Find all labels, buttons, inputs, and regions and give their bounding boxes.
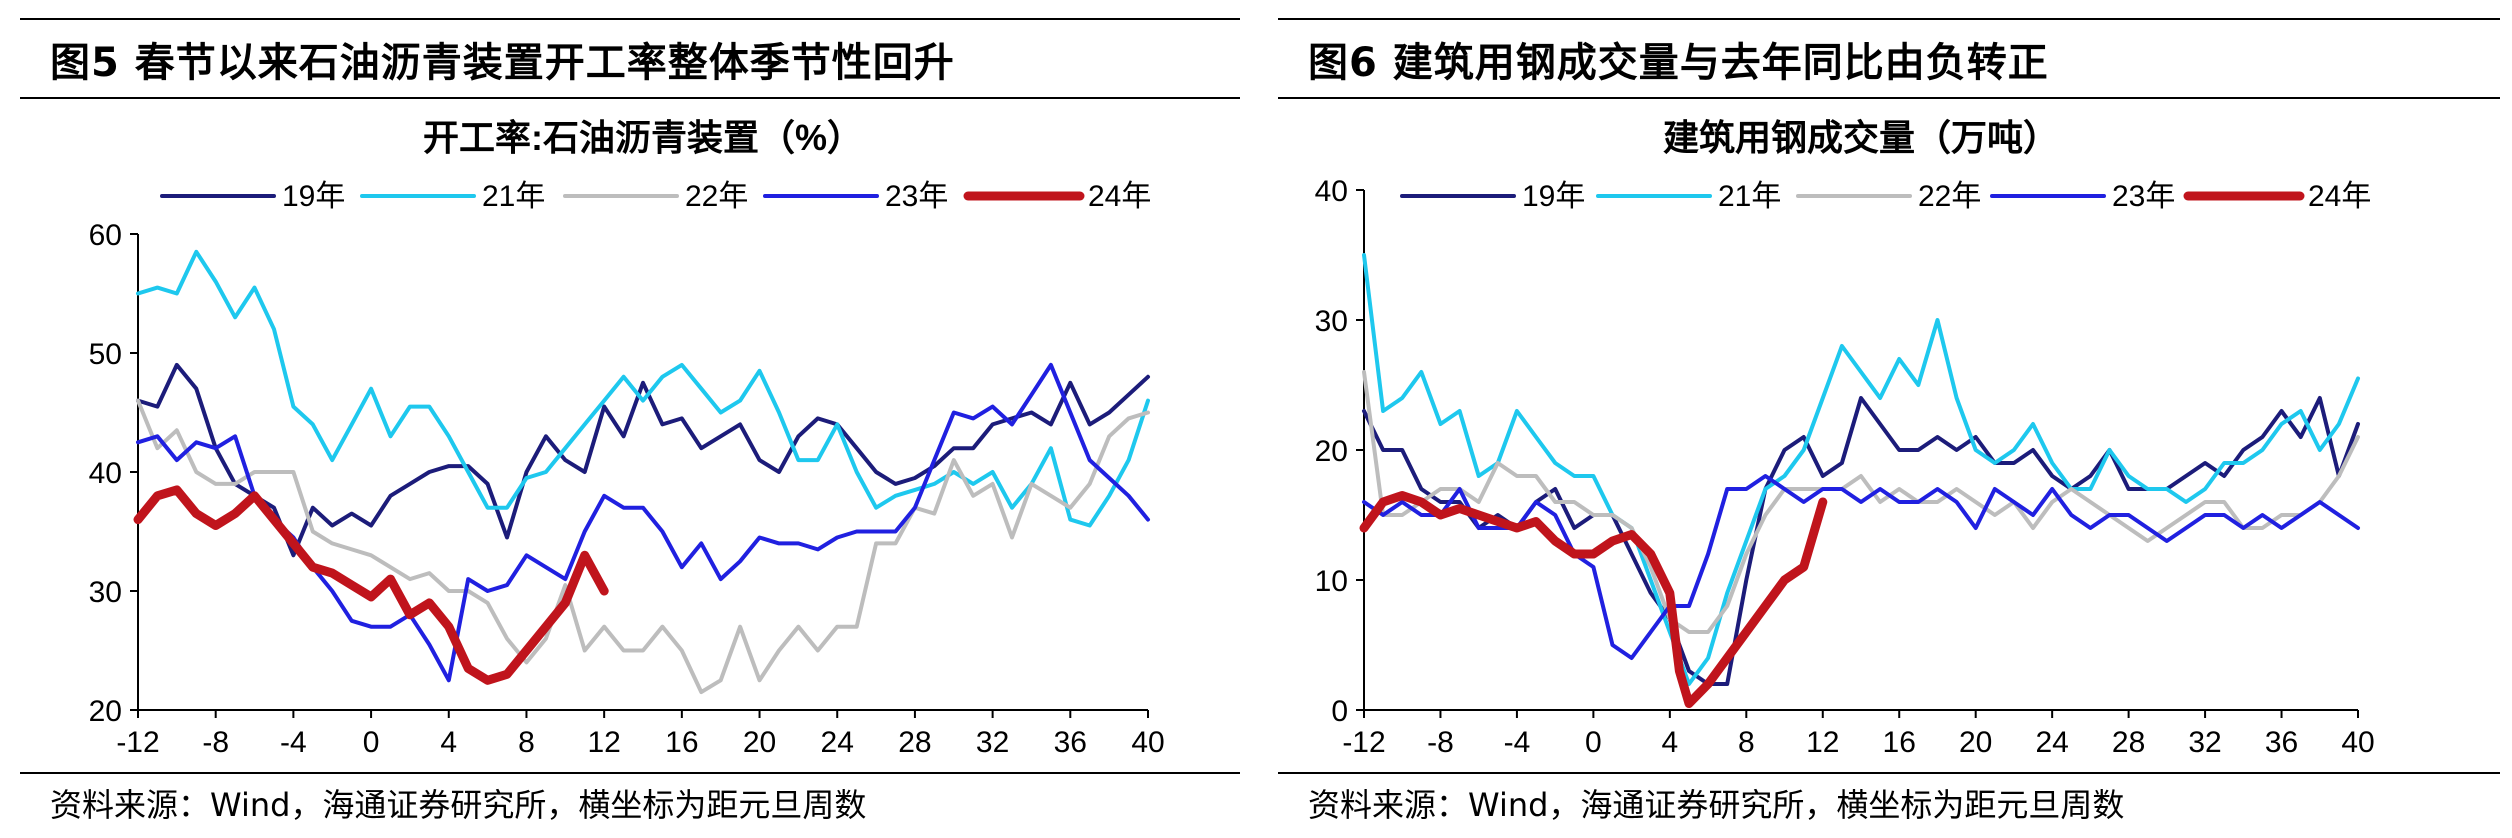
x-tick-label: 12 xyxy=(1806,726,1839,759)
y-tick-label: 60 xyxy=(89,219,122,252)
source-note: 资料来源：Wind，海通证券研究所，横坐标为距元旦周数 xyxy=(50,786,867,824)
series-line-23年 xyxy=(136,362,1150,683)
legend-label: 19年 xyxy=(282,180,345,213)
x-tick-label: 36 xyxy=(2265,726,2298,759)
source-note: 资料来源：Wind，海通证券研究所，横坐标为距元旦周数 xyxy=(1308,786,2125,824)
x-tick-label: 8 xyxy=(1738,726,1755,759)
x-tick-label: 24 xyxy=(2035,726,2068,759)
legend-label: 22年 xyxy=(1918,180,1981,213)
x-tick-label: 4 xyxy=(440,726,457,759)
x-tick-label: -12 xyxy=(116,726,159,759)
x-tick-label: 40 xyxy=(2341,726,2374,759)
x-tick-label: 24 xyxy=(821,726,854,759)
x-tick-label: 32 xyxy=(976,726,1009,759)
y-tick-label: 40 xyxy=(89,457,122,490)
chart-figure-6: 建筑用钢成交量（万吨） 0 10 20 30 40 -12 -8 -4 0 4 8 12 16 20 24 28… xyxy=(1315,117,2375,759)
x-tick-label: 32 xyxy=(2188,726,2221,759)
legend-label: 22年 xyxy=(685,180,748,213)
x-tick-label: 20 xyxy=(743,726,776,759)
x-tick-label: -4 xyxy=(280,726,307,759)
x-tick-label: 0 xyxy=(1585,726,1602,759)
top-rule xyxy=(20,18,1240,20)
x-tick-label: 36 xyxy=(1054,726,1087,759)
figure-5-panel: 图5 春节以来石油沥青装置开工率整体季节性回升 开工率:石油沥青装置（%） 20 3… xyxy=(20,0,1240,838)
x-tick-label: 16 xyxy=(665,726,698,759)
legend-label: 21年 xyxy=(482,180,545,213)
bottom-rule xyxy=(20,772,1240,774)
y-tick-label: 0 xyxy=(1331,695,1348,728)
legend-label: 24年 xyxy=(2308,180,2371,213)
title-rule xyxy=(1278,97,2500,99)
legend-label: 23年 xyxy=(2112,180,2175,213)
y-tick-label: 10 xyxy=(1315,565,1348,598)
x-tick-label: 28 xyxy=(2112,726,2145,759)
y-tick-label: 30 xyxy=(89,576,122,609)
x-tick-label: 40 xyxy=(1131,726,1164,759)
series-line-21年 xyxy=(1362,253,2360,686)
x-tick-label: -12 xyxy=(1342,726,1385,759)
x-tick-label: 4 xyxy=(1662,726,1679,759)
series-line-22年 xyxy=(1362,370,2360,634)
chart-title: 开工率:石油沥青装置（%） xyxy=(423,117,863,158)
chart-title: 建筑用钢成交量（万吨） xyxy=(1663,117,2059,158)
series-line-23年 xyxy=(1362,474,2360,660)
series-line-19年 xyxy=(136,362,1150,558)
figure-title: 图6 建筑用钢成交量与去年同比由负转正 xyxy=(1308,40,2049,86)
series-line-24年 xyxy=(133,485,609,685)
x-tick-label: 20 xyxy=(1959,726,1992,759)
legend-label: 23年 xyxy=(885,180,948,213)
series-line-21年 xyxy=(136,249,1150,528)
title-rule xyxy=(20,97,1240,99)
y-tick-label: 20 xyxy=(89,695,122,728)
x-tick-label: 0 xyxy=(363,726,380,759)
y-tick-label: 20 xyxy=(1315,435,1348,468)
legend-label: 24年 xyxy=(1088,180,1151,213)
x-tick-label: 28 xyxy=(898,726,931,759)
bottom-rule xyxy=(1278,772,2500,774)
figure-6-panel: 图6 建筑用钢成交量与去年同比由负转正 建筑用钢成交量（万吨） 0 10 20 30 40… xyxy=(1278,0,2500,838)
series-line-24年 xyxy=(1359,491,1828,708)
x-tick-label: 16 xyxy=(1883,726,1916,759)
y-tick-label: 50 xyxy=(89,338,122,371)
y-tick-label: 30 xyxy=(1315,305,1348,338)
x-tick-label: 12 xyxy=(587,726,620,759)
legend-label: 21年 xyxy=(1718,180,1781,213)
x-tick-label: -8 xyxy=(202,726,229,759)
x-tick-label: -4 xyxy=(1504,726,1531,759)
legend-label: 19年 xyxy=(1522,180,1585,213)
series-line-19年 xyxy=(1362,396,2360,686)
x-tick-label: 8 xyxy=(518,726,535,759)
figure-title: 图5 春节以来石油沥青装置开工率整体季节性回升 xyxy=(50,40,955,86)
top-rule xyxy=(1278,18,2500,20)
chart-figure-5: 开工率:石油沥青装置（%） 20 30 40 50 60 -12 -8 -4 0 4 8 12 16 20 2… xyxy=(89,117,1165,759)
x-tick-label: -8 xyxy=(1427,726,1454,759)
y-tick-label: 40 xyxy=(1315,175,1348,208)
series-line-22年 xyxy=(136,398,1150,695)
